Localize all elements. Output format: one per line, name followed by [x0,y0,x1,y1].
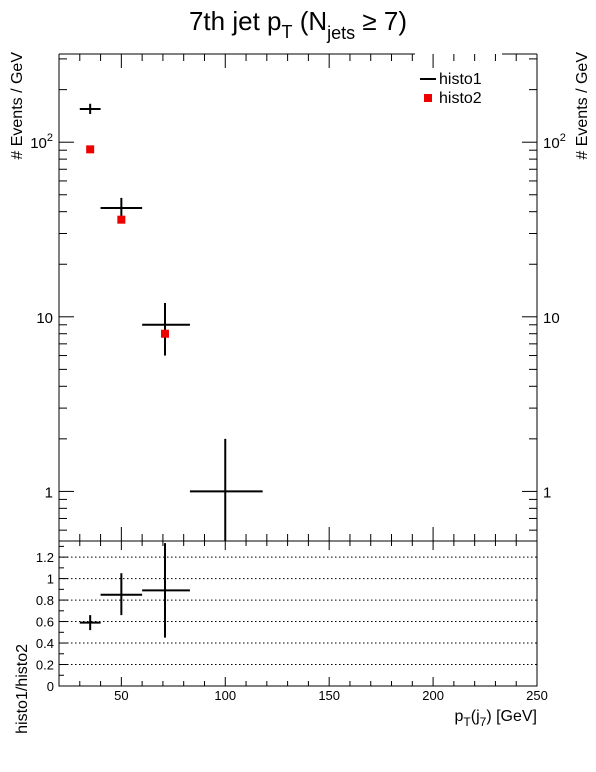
histo2-point [160,329,169,338]
x-tick-label: 250 [526,688,548,703]
chart-title: 7th jet pT (Njets ≥ 7) [189,6,407,43]
legend: histo1 histo2 [420,71,482,107]
x-tick-label: 150 [318,688,340,703]
y-axis-title-right: # Events / GeV [574,52,591,160]
x-tick-label: 100 [214,688,236,703]
legend-histo1-label: histo1 [439,71,482,88]
ratio-panel-frame [58,540,538,687]
main-axis-ticks [58,54,538,541]
legend-histo2-marker [424,94,432,102]
tick-labels: 50 100 150 200 250 1 1 10 10 102 102 0 0.2 0.4 0.6 0.8 1… [30,132,566,703]
y-axis-title-left: # Events / GeV [9,52,26,160]
y-tick-label: 1 [543,484,551,501]
ratio-y-tick-label: 1.2 [36,550,54,565]
y-tick-label: 102 [30,132,53,152]
y-tick-label: 102 [543,132,566,152]
y-tick-label: 1 [45,484,53,501]
histo2-point [117,215,126,224]
ratio-y-tick-label: 0.6 [36,615,54,630]
x-tick-label: 50 [114,688,128,703]
x-tick-label: 200 [422,688,444,703]
main-panel-frame [58,53,538,542]
ratio-y-tick-label: 0.2 [36,658,54,673]
ratio-y-tick-label: 0.4 [36,636,54,651]
ratio-y-axis-title: histo1/histo2 [14,644,31,734]
ratio-y-tick-label: 0.8 [36,593,54,608]
x-axis-title: pT(j7) [GeV] [454,708,537,729]
ratio-y-tick-label: 0 [47,679,54,694]
data-marks [79,103,263,638]
legend-histo2-label: histo2 [439,90,482,107]
ratio-gridlines [59,556,537,666]
ratio-axis-ticks [58,541,538,687]
y-tick-label: 10 [36,310,53,327]
histo2-point [86,145,95,154]
ratio-y-tick-label: 1 [47,572,54,587]
y-tick-label: 10 [543,310,560,327]
